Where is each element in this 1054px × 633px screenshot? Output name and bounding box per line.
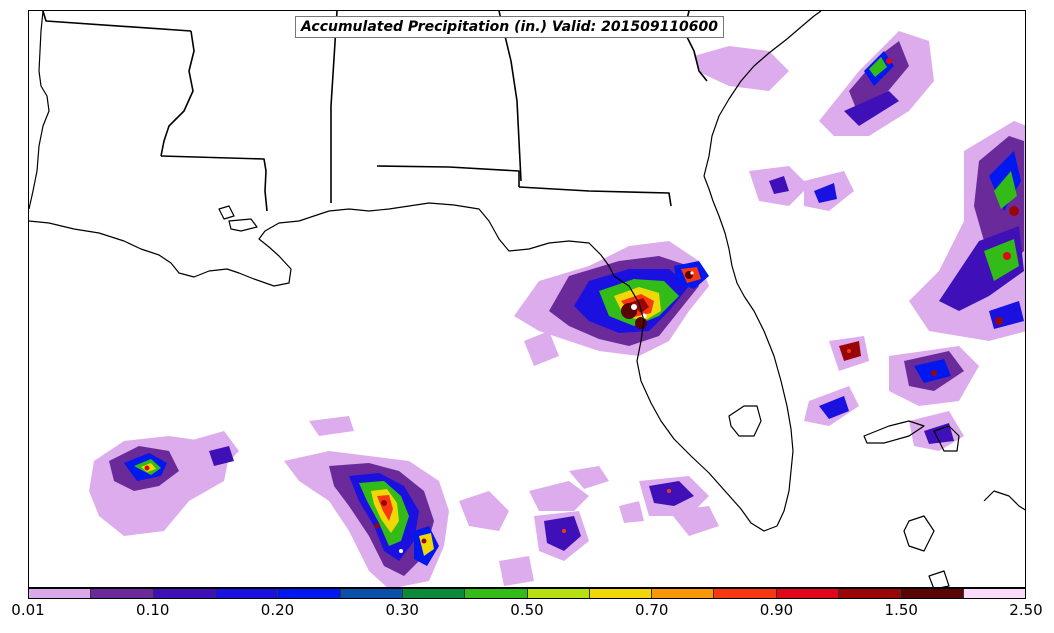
colorbar-label: 0.10 [136, 601, 170, 619]
colorbar-label: 0.20 [260, 601, 295, 619]
colorbar-segment [776, 589, 840, 598]
colorbar-segment [215, 589, 279, 598]
colorbar-segment [340, 589, 403, 598]
colorbar-segment [527, 589, 590, 598]
colorbar-label: 2.50 [1009, 601, 1043, 619]
map-title: Accumulated Precipitation (in.) Valid: 2… [295, 16, 725, 38]
colorbar-segment [901, 589, 964, 598]
colorbar [28, 588, 1026, 599]
colorbar-segment [589, 589, 653, 598]
colorbar-segment [402, 589, 466, 598]
colorbar-segment [465, 589, 528, 598]
precip-field-mid [109, 41, 1024, 576]
colorbar-label: 0.70 [635, 601, 669, 619]
colorbar-label: 1.50 [884, 601, 918, 619]
colorbar-segment [839, 589, 902, 598]
colorbar-labels: 0.01 0.10 0.20 0.30 0.50 0.70 0.90 1.50 2.50 [0, 601, 1054, 627]
colorbar-segment [963, 589, 1025, 598]
colorbar-segment [153, 589, 216, 598]
colorbar-label: 0.30 [385, 601, 419, 619]
map-panel [28, 10, 1026, 588]
colorbar-segment [91, 589, 154, 598]
colorbar-segment [278, 589, 341, 598]
precipitation-map [29, 11, 1025, 587]
colorbar-segment [714, 589, 777, 598]
colorbar-segment [652, 589, 715, 598]
colorbar-label: 0.90 [759, 601, 794, 619]
colorbar-label: 0.01 [11, 601, 45, 619]
colorbar-label: 0.50 [510, 601, 544, 619]
colorbar-segment [29, 589, 92, 598]
state-boundaries [42, 11, 708, 212]
coastlines [29, 11, 1025, 587]
